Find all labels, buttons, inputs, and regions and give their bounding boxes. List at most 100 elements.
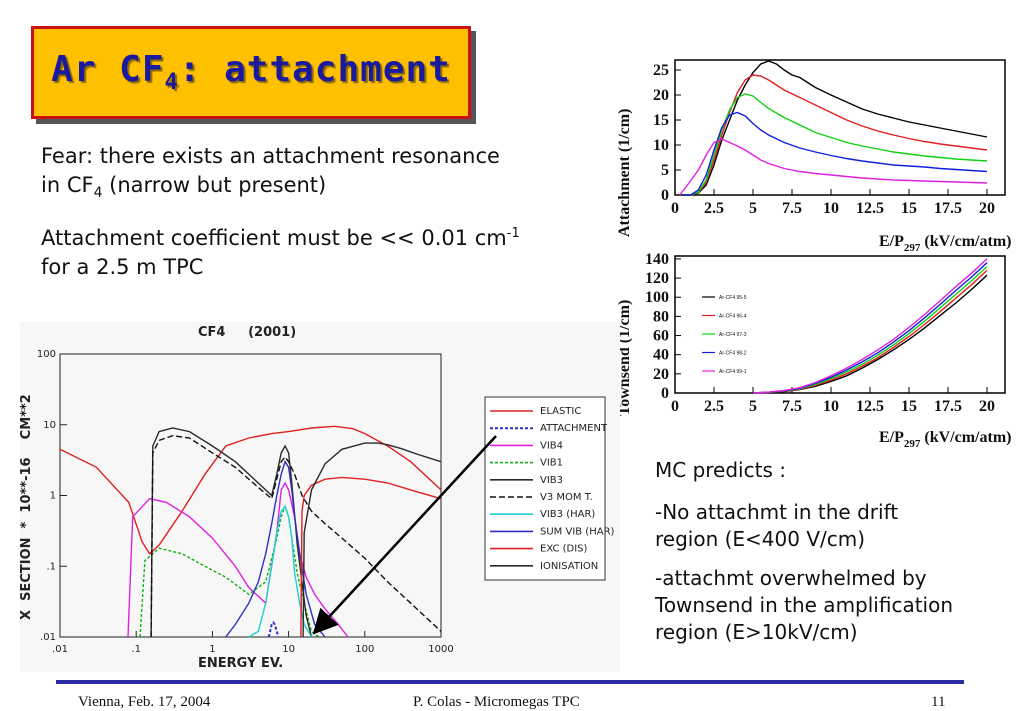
title-box: Ar CF4: attachment: [31, 26, 471, 119]
mc-line-3: region (E<400 V/cm): [655, 527, 866, 551]
townsend-plot-frame: [674, 255, 1006, 394]
xs-x-ticks: .01 .1 1 10 100 1000: [52, 631, 454, 655]
townsend-legend-label: Ar-CF4 98-2: [719, 351, 747, 357]
mc-line-4: -attachmt overwhelmed by: [655, 566, 927, 590]
xs-x-label: ENERGY EV.: [198, 656, 283, 671]
attachment-x-tick-label: 10: [823, 200, 839, 217]
xs-series-line-3: [127, 481, 349, 638]
attachment-x-ticks: 0 2.5 5 7.5 10 12.5 15 17.5 20: [671, 189, 995, 217]
attachment-x-tick-label: 15: [901, 200, 917, 217]
townsend-y-tick-label: 80: [653, 308, 669, 325]
xs-series: [59, 425, 442, 638]
xs-series-line-2: [267, 621, 280, 638]
xs-series-line-10: [302, 442, 442, 638]
townsend-legend-label: Ar-CF4 99-1: [719, 369, 747, 375]
footer-rule: [56, 680, 964, 684]
xs-x-tick-label: 1000: [428, 644, 453, 655]
townsend-legend-label: Ar-CF4 96-4: [719, 314, 747, 320]
xs-x-tick-label: 100: [355, 644, 374, 655]
townsend-y-tick-label: 140: [645, 251, 669, 268]
xs-series-line-9: [300, 476, 442, 638]
townsend-legend-label: Ar-CF4 97-3: [719, 332, 747, 338]
xs-legend-label: VIB4: [540, 440, 563, 451]
townsend-legend: Ar-CF4 95-5 Ar-CF4 96-4 Ar-CF4 97-3 Ar-CF4 …: [702, 295, 747, 375]
townsend-x-tick-label: 7.5: [782, 398, 802, 415]
fear-paragraph: Fear: there exists an attachment resonan…: [41, 142, 500, 208]
attachment-chart: Attachment (1/cm) 0 5 10 15 20 25 0 2.5 5 7.5 10 1…: [616, 59, 1011, 254]
xs-series-line-7: [248, 505, 313, 638]
xs-legend-label: V3 MOM T.: [540, 492, 593, 503]
attachment-x-label: E/P297 (kV/cm/atm): [879, 233, 1011, 254]
townsend-x-tick-label: 20: [979, 398, 995, 415]
mc-line-1: MC predicts :: [655, 458, 786, 482]
mc-line-6: region (E>10kV/cm): [655, 620, 858, 644]
attachment-y-ticks: 0 5 10 15 20 25: [653, 62, 681, 204]
xs-title: CF4 (2001): [198, 325, 296, 340]
xs-legend-label: EXC (DIS): [540, 544, 588, 555]
townsend-x-tick-label: 12.5: [856, 398, 884, 415]
attachment-y-tick-label: 10: [653, 137, 669, 154]
xs-y-tick-label: 100: [37, 349, 56, 360]
fear-line-1: Fear: there exists an attachment resonan…: [41, 144, 500, 168]
townsend-x-tick-label: 15: [901, 398, 917, 415]
xs-legend-label: SUM VIB (HAR): [540, 526, 615, 537]
townsend-y-tick-label: 0: [661, 385, 669, 402]
xs-y-tick-label: .01: [40, 632, 56, 643]
attachment-y-tick-label: 5: [661, 162, 669, 179]
townsend-y-tick-label: 120: [645, 270, 669, 287]
footer-center: P. Colas - Micromegas TPC: [413, 694, 580, 710]
attachment-x-tick-label: 2.5: [704, 200, 724, 217]
attachment-y-tick-label: 20: [653, 87, 669, 104]
attachment-x-tick-label: 20: [979, 200, 995, 217]
attachment-x-tick-label: 17.5: [934, 200, 962, 217]
mc-paragraph: MC predicts : -No attachmt in the drift …: [655, 457, 953, 646]
townsend-y-tick-label: 40: [653, 347, 669, 364]
xs-series-line-4: [139, 504, 320, 638]
xs-y-tick-label: 1: [50, 491, 56, 502]
xs-legend-label: ELASTIC: [540, 406, 581, 417]
townsend-y-label: Townsend (1/cm): [616, 300, 633, 416]
attachment-x-tick-label: 0: [671, 200, 679, 217]
townsend-x-tick-label: 10: [823, 398, 839, 415]
attachment-x-tick-label: 7.5: [782, 200, 802, 217]
slide-title: Ar CF4: attachment: [51, 49, 451, 96]
townsend-x-ticks: 0 2.5 5 7.5 10 12.5 15 17.5 20: [671, 387, 995, 415]
townsend-y-tick-label: 60: [653, 328, 669, 345]
xs-series-line-1: [59, 425, 442, 555]
attachment-plot-frame: [674, 59, 1006, 196]
attachment-series-line-5: [679, 138, 988, 196]
attachment-x-tick-label: 5: [749, 200, 757, 217]
attachment-series-line-4: [682, 111, 988, 196]
xs-x-tick-label: 10: [282, 644, 295, 655]
townsend-x-label: E/P297 (kV/cm/atm): [879, 429, 1011, 450]
xs-legend-label: IONISATION: [540, 561, 598, 572]
xs-y-ticks: .01 .1 1 10 100: [37, 349, 67, 643]
footer-right: 11: [931, 694, 946, 710]
townsend-x-tick-label: 2.5: [704, 398, 724, 415]
xs-legend-label: VIB3 (HAR): [540, 509, 595, 520]
xs-legend-label: VIB1: [540, 458, 563, 469]
xs-legend: ELASTIC ATTACHMENT VIB4 VIB1 VIB3 V3 MOM T. VI…: [490, 406, 615, 572]
attachment-y-label: Attachment (1/cm): [616, 109, 633, 237]
coef-paragraph: Attachment coefficient must be << 0.01 c…: [41, 219, 520, 282]
attachment-y-tick-label: 0: [661, 187, 669, 204]
footer-left: Vienna, Feb. 17, 2004: [78, 694, 211, 710]
xs-y-tick-label: 10: [43, 420, 56, 431]
townsend-series-line-5: [752, 258, 988, 394]
townsend-y-tick-label: 20: [653, 366, 669, 383]
xs-legend-label: VIB3: [540, 475, 563, 486]
attachment-series-line-1: [682, 60, 988, 196]
attachment-series-line-2: [682, 74, 988, 196]
xs-x-tick-label: 1: [209, 644, 215, 655]
attachment-y-tick-label: 25: [653, 62, 669, 79]
xs-y-label: X SECTION * 10**-16 CM**2: [19, 394, 34, 620]
xs-y-tick-label: .1: [46, 561, 56, 572]
xs-x-tick-label: .1: [131, 644, 141, 655]
attachment-series: [679, 60, 988, 196]
mc-line-2: -No attachmt in the drift: [655, 500, 899, 524]
townsend-y-tick-label: 100: [645, 289, 669, 306]
attachment-series-line-3: [682, 93, 988, 196]
townsend-series: [752, 258, 988, 394]
